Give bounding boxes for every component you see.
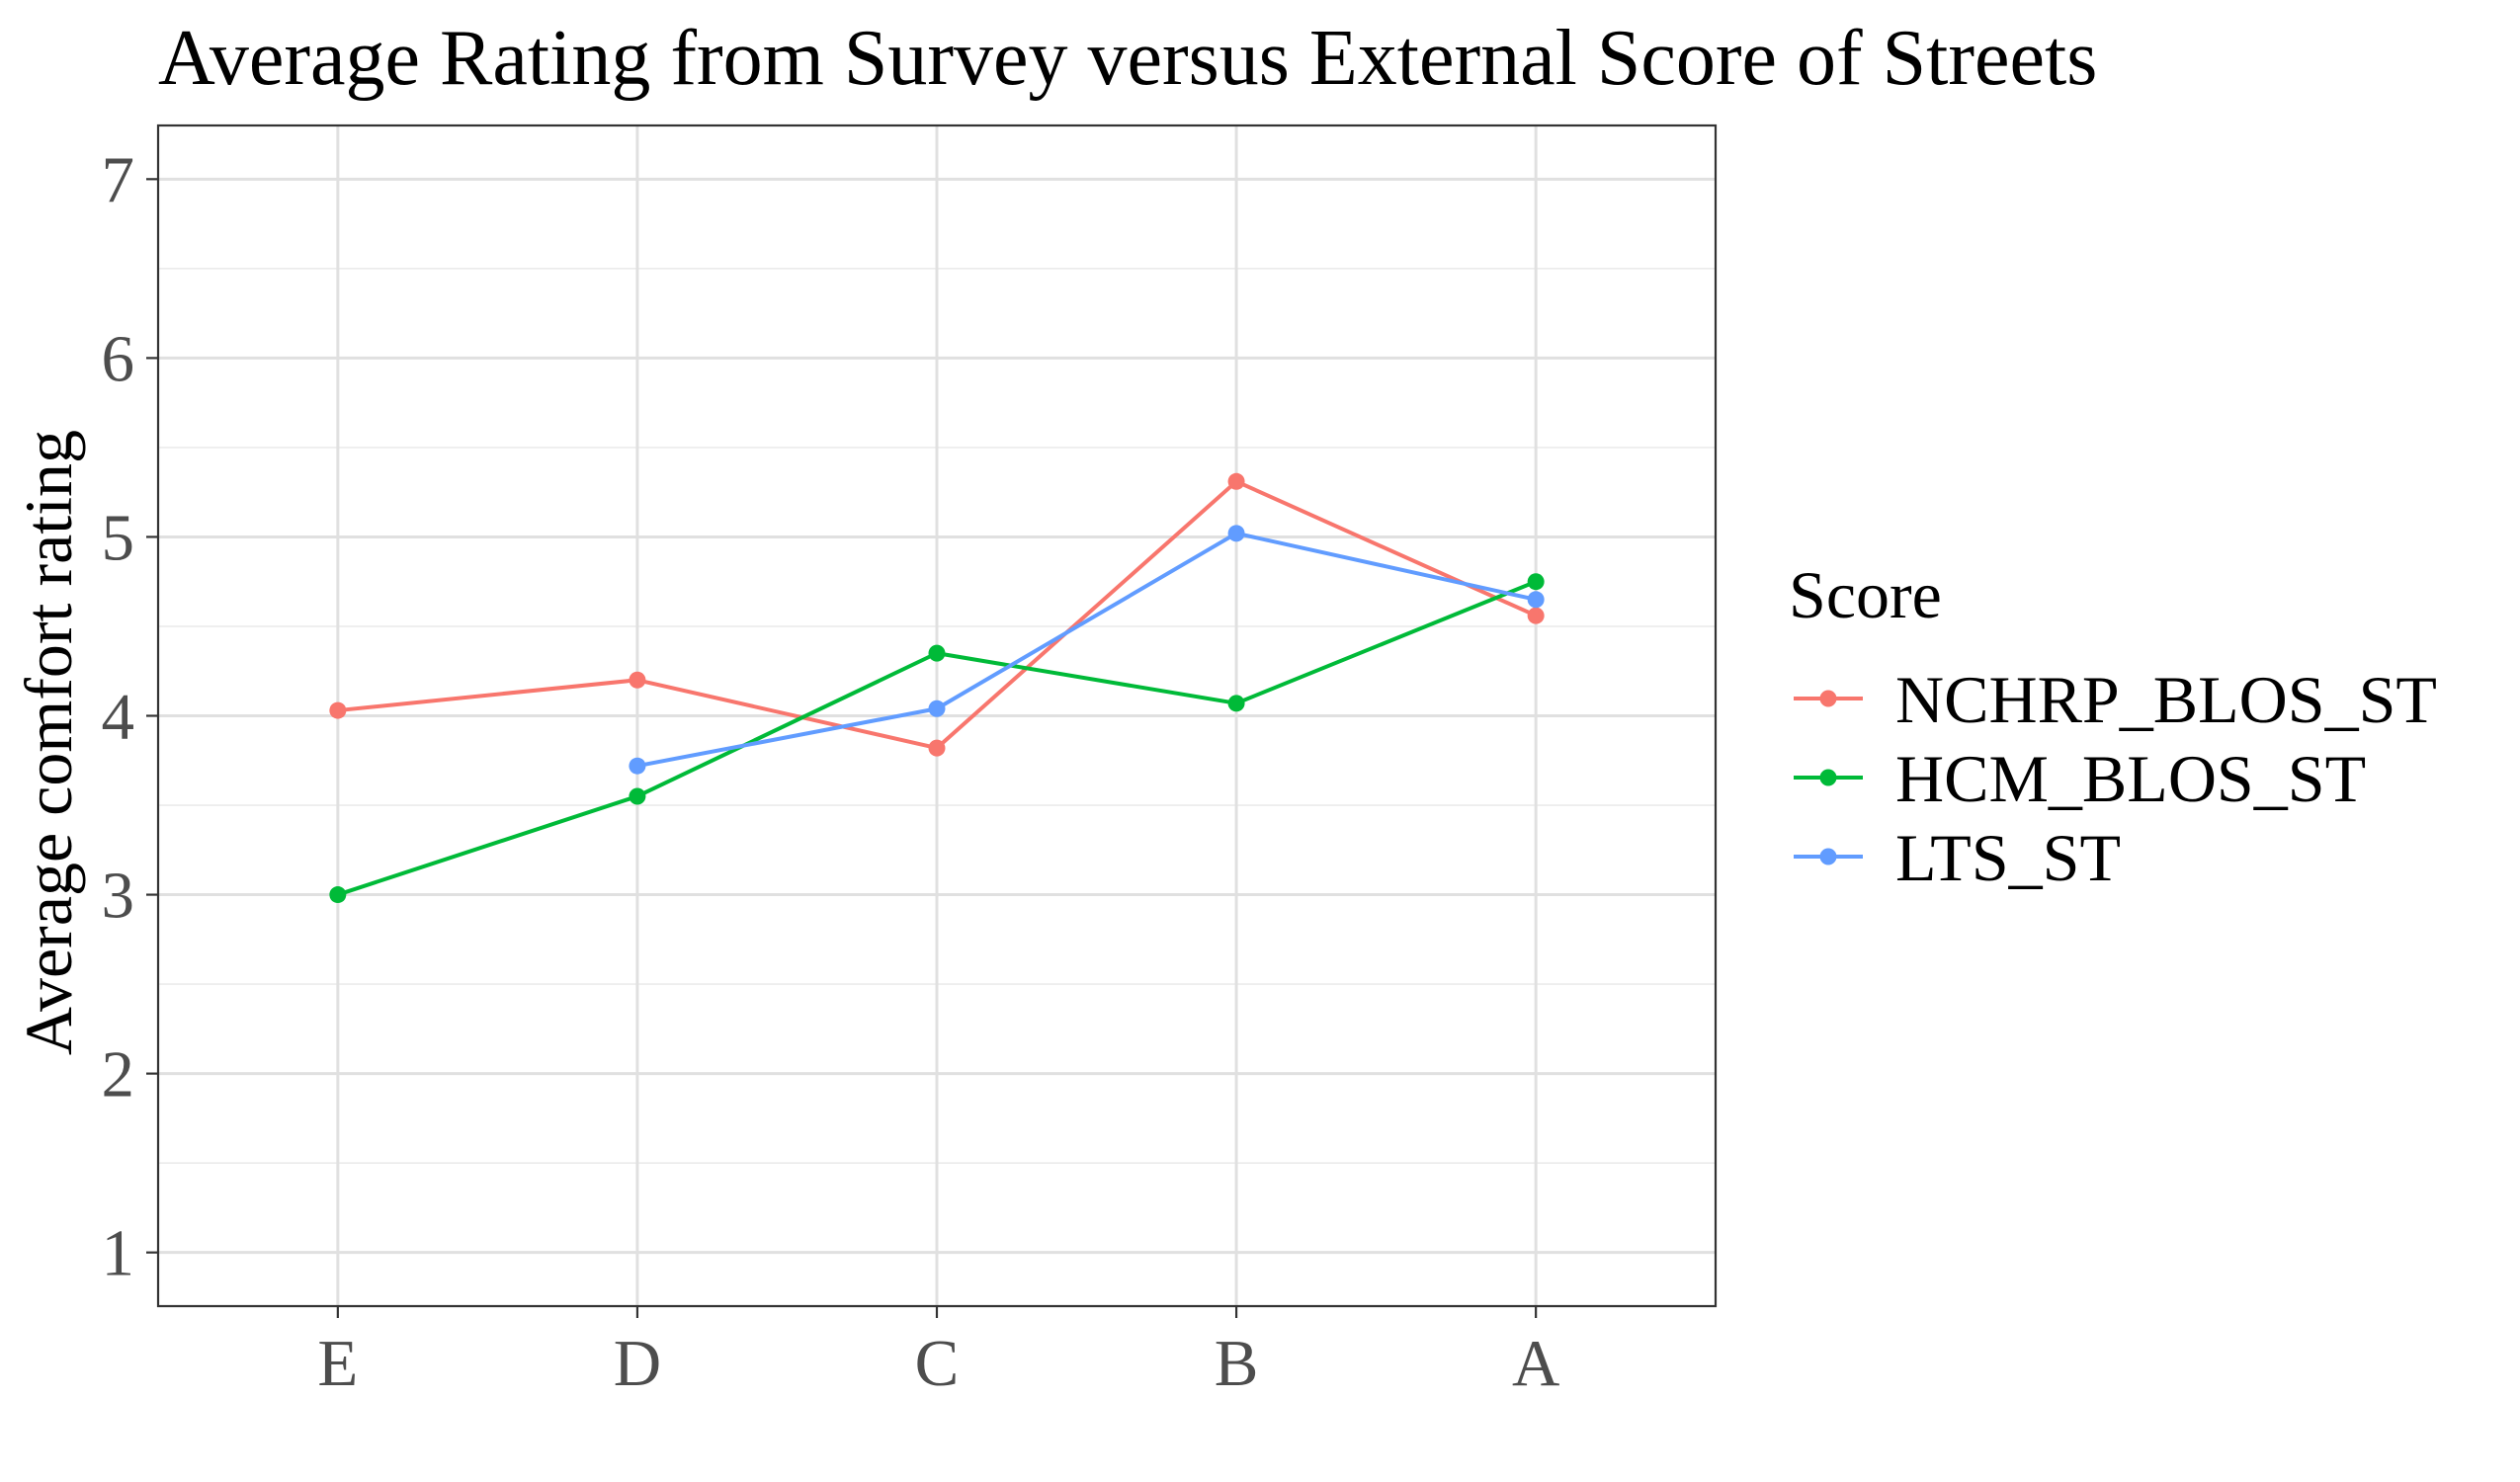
y-tick-label: 5	[102, 501, 135, 574]
series-hcm-blos-st	[329, 573, 1545, 904]
legend-item-nchrp-blos-st: NCHRP_BLOS_ST	[1794, 662, 2437, 737]
y-tick-label: 1	[102, 1217, 135, 1290]
series-lts-st	[629, 525, 1545, 775]
y-axis-title: Average comfort rating	[11, 430, 86, 1055]
data-point	[928, 700, 946, 717]
data-point	[1527, 573, 1545, 591]
x-tick-label-b: B	[1215, 1327, 1259, 1400]
data-point	[329, 886, 347, 904]
plot-panel	[156, 124, 1718, 1308]
legend-label: NCHRP_BLOS_ST	[1895, 662, 2437, 737]
legend-item-hcm-blos-st: HCM_BLOS_ST	[1794, 741, 2366, 816]
chart-title: Average Rating from Survey versus Extern…	[158, 15, 2097, 102]
data-point	[1527, 607, 1545, 624]
data-point	[629, 787, 646, 805]
x-tick-label-c: C	[915, 1327, 960, 1400]
x-tick-label-d: D	[614, 1327, 661, 1400]
series-nchrp-blos-st	[329, 472, 1545, 757]
legend-label: LTS_ST	[1895, 820, 2121, 895]
legend-title: Score	[1789, 557, 1942, 632]
legend-key-point	[1819, 769, 1837, 786]
data-point	[629, 757, 646, 775]
data-point	[1227, 695, 1245, 712]
y-tick-label: 6	[102, 322, 135, 395]
y-tick-label: 7	[102, 143, 135, 216]
legend-key-point	[1819, 690, 1837, 707]
data-point	[928, 644, 946, 662]
data-point	[629, 671, 646, 689]
y-tick-label: 4	[102, 681, 135, 754]
legend-key-point	[1819, 848, 1837, 865]
data-point	[329, 701, 347, 719]
legend-label: HCM_BLOS_ST	[1895, 741, 2366, 816]
x-tick-label-a: A	[1512, 1327, 1559, 1400]
y-axis: 1 2 3 4 5 6 7	[102, 143, 158, 1290]
y-tick-label: 3	[102, 860, 135, 933]
x-tick-label-e: E	[317, 1327, 358, 1400]
series-layer	[329, 472, 1545, 904]
data-point	[1527, 591, 1545, 609]
data-point	[1227, 472, 1245, 490]
data-point	[1227, 525, 1245, 542]
legend-item-lts-st: LTS_ST	[1794, 820, 2121, 895]
data-point	[928, 739, 946, 757]
y-tick-label: 2	[102, 1038, 135, 1112]
series-line	[636, 531, 1537, 769]
